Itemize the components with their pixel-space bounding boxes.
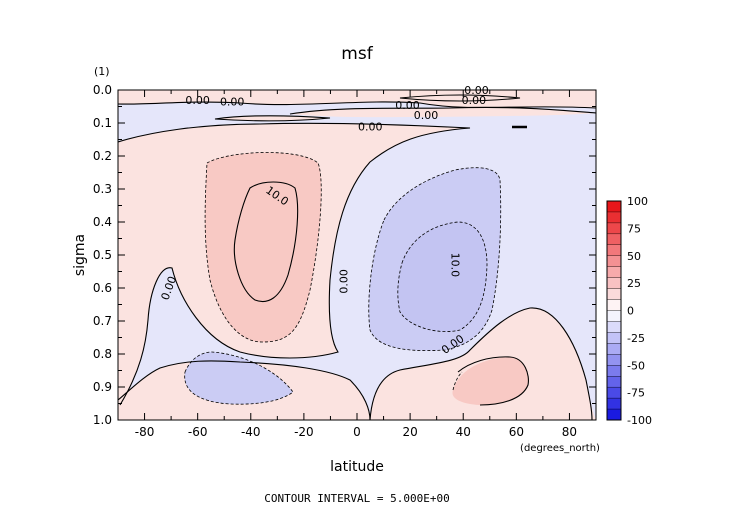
contour-north-negative-5 (368, 167, 502, 352)
region-south-lower-negative (184, 352, 293, 405)
x-tick-label: 40 (456, 425, 471, 439)
x-tick-label: 80 (562, 425, 577, 439)
y-tick-label: 0.2 (93, 149, 112, 163)
colorbar-cell (606, 200, 622, 213)
colorbar-frame (606, 200, 622, 421)
contour-south-lower-negative-5 (184, 351, 294, 405)
contour-label: 0.00 (185, 94, 210, 107)
region-top-positive-strip-2 (290, 107, 596, 118)
contour-zero-top-3 (214, 115, 331, 122)
colorbar-label: 25 (627, 277, 641, 290)
region-south-positive-strong (205, 152, 322, 342)
colorbar-label: 100 (627, 195, 648, 208)
contour-positive-10 (233, 181, 299, 302)
contour-label: 0.00 (338, 269, 351, 294)
x-axis-label: latitude (330, 459, 384, 475)
x-tick-label: -40 (241, 425, 261, 439)
contour-bottom-right-solid (457, 356, 529, 406)
x-tick-label: -60 (188, 425, 208, 439)
contour-label: 10.0 (448, 253, 461, 278)
colorbar-label: -100 (627, 414, 652, 427)
region-north-negative-core (397, 222, 487, 332)
colorbar-label: 0 (627, 305, 634, 318)
y-tick-label: 0.3 (93, 182, 112, 196)
chart-subtitle: (1) (94, 65, 110, 78)
colorbar-cell (606, 365, 622, 377)
y-tick-label: 0.1 (93, 116, 112, 130)
y-tick-label: 0.6 (93, 281, 112, 295)
colorbar-cell (606, 310, 622, 322)
plot-area (118, 90, 596, 420)
contour-zero-top-4 (399, 94, 521, 102)
colorbar-cell (606, 343, 622, 355)
y-tick-label: 0.8 (93, 347, 112, 361)
colorbar-cell (606, 277, 622, 290)
x-tick-label: 20 (402, 425, 417, 439)
colorbar-cell (606, 408, 622, 421)
contour-bottom-right-dashed (452, 371, 463, 391)
y-axis-label: sigma (72, 234, 88, 276)
x-axis: -80 -60 -40 -20 0 20 40 60 80 (117, 90, 597, 439)
colorbar-cell (606, 222, 622, 235)
colorbar-cell (606, 266, 622, 279)
contour-zero-bottom-north (369, 307, 593, 420)
colorbar-cell (606, 211, 622, 224)
colorbar-label: -50 (627, 359, 645, 372)
contour-south-positive-5 (204, 152, 322, 343)
x-tick-label: -80 (135, 425, 155, 439)
contour-zero-top-2 (289, 106, 596, 115)
colorbar-cell (606, 386, 622, 399)
region-top-positive (118, 90, 596, 108)
colorbar-cell (606, 397, 622, 410)
y-tick-label: 1.0 (93, 413, 112, 427)
y-axis: 0.0 0.1 0.2 0.3 0.4 0.5 0.6 0.7 0.8 0.9 1.0 (93, 83, 596, 427)
x-axis-units: (degrees_north) (520, 443, 600, 454)
colorbar-label: -75 (627, 387, 645, 400)
colorbar-cell (606, 244, 622, 257)
y-tick-label: 0.5 (93, 248, 112, 262)
colorbar-label: 75 (627, 222, 641, 235)
contour-label: 0.00 (220, 96, 245, 109)
colorbar-cell (606, 255, 622, 268)
y-tick-label: 0.9 (93, 380, 112, 394)
x-tick-label: 0 (353, 425, 361, 439)
colorbar-cell (606, 299, 622, 311)
colorbar-cell (606, 233, 622, 246)
colorbar-cell (606, 332, 622, 344)
colorbar-cell (606, 376, 622, 388)
contour-interval-note: CONTOUR INTERVAL = 5.000E+00 (264, 492, 449, 505)
x-tick-label: 60 (509, 425, 524, 439)
colorbar-label: -25 (627, 332, 645, 345)
x-tick-label: -20 (294, 425, 314, 439)
y-tick-label: 0.4 (93, 215, 112, 229)
contour-label: 0.00 (462, 94, 487, 107)
colorbar-cell (606, 354, 622, 366)
colorbar: 100 75 50 25 0 -25 -50 -75 -100 (606, 195, 652, 427)
chart-title: msf (341, 44, 373, 64)
y-tick-label: 0.0 (93, 83, 112, 97)
contour-north-negative-10 (397, 221, 488, 332)
colorbar-cell (606, 321, 622, 333)
colorbar-cell (606, 288, 622, 301)
y-tick-label: 0.7 (93, 314, 112, 328)
contour-zero-bottom-south (118, 360, 371, 420)
contour-zero-main (118, 122, 471, 406)
contour-label: 0.00 (395, 99, 420, 112)
contour-label: 0.00 (358, 120, 383, 133)
colorbar-label: 50 (627, 250, 641, 263)
region-bottom-right-positive-strong (452, 357, 529, 405)
contour-label: 0.00 (414, 109, 439, 122)
